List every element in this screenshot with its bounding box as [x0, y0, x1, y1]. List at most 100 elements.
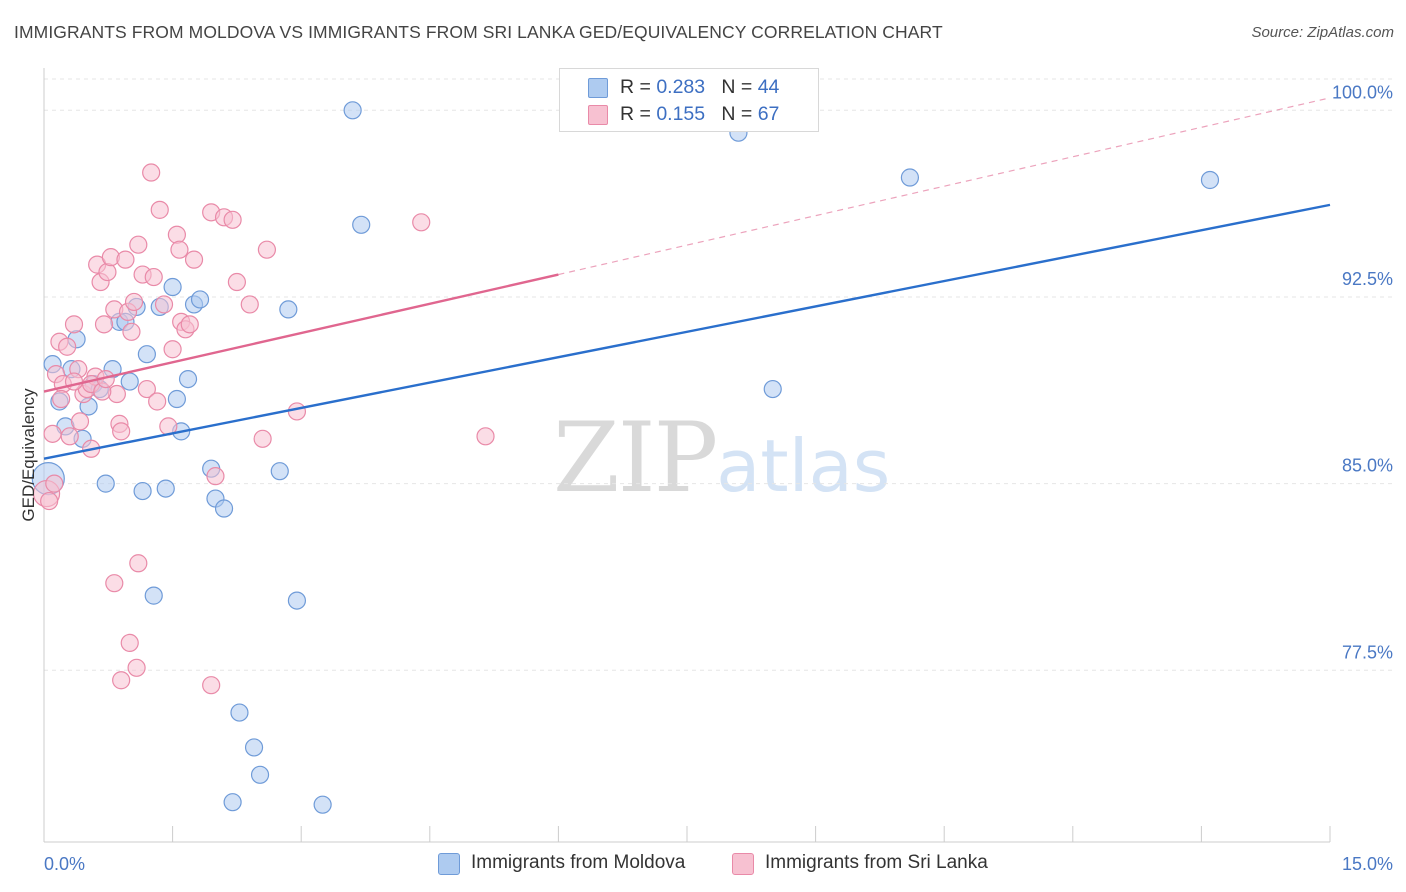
- srilanka-point: [154, 295, 174, 314]
- srilanka-trend-line: [43, 273, 559, 393]
- axis-labels: 77.5% 85.0% 92.5% 100.0% 0.0% 15.0% GED/Equiva…: [19, 82, 1393, 874]
- bottom-legend-swatch-moldova: [438, 853, 460, 875]
- srilanka-point: [112, 671, 131, 690]
- srilanka-point: [64, 372, 84, 391]
- moldova-point: [763, 379, 782, 399]
- srilanka-point: [144, 267, 163, 287]
- srilanka-point: [227, 272, 246, 292]
- moldova-point: [244, 738, 264, 757]
- legend-r-value-srilanka: 0.155: [656, 103, 706, 125]
- watermark-zip: ZIP: [553, 402, 718, 514]
- legend-swatch-moldova: [588, 78, 608, 98]
- moldova-point: [230, 703, 249, 722]
- srilanka-point: [476, 427, 495, 446]
- moldova-point: [900, 168, 920, 187]
- srilanka-point: [180, 315, 199, 334]
- moldova-point: [120, 372, 139, 391]
- srilanka-point: [127, 658, 146, 677]
- srilanka-point: [129, 554, 148, 573]
- data-points: [31, 101, 1220, 814]
- srilanka-point: [94, 315, 114, 334]
- y-tick-label: 92.5%: [1342, 269, 1393, 289]
- srilanka-point: [52, 389, 71, 409]
- srilanka-point: [240, 295, 259, 314]
- grid-lines: [44, 78, 1392, 671]
- y-tick-label: 85.0%: [1342, 456, 1393, 476]
- legend-n-value-srilanka: 67: [757, 103, 780, 125]
- srilanka-point: [45, 474, 64, 493]
- srilanka-point: [122, 322, 141, 341]
- srilanka-point: [257, 240, 277, 259]
- moldova-point: [1200, 170, 1220, 190]
- moldova-point: [313, 795, 332, 814]
- bottom-legend-label-moldova: Immigrants from Moldova: [471, 852, 686, 873]
- moldova-trend-line: [43, 203, 1331, 460]
- srilanka-point: [120, 633, 139, 653]
- x-tick-label: 0.0%: [44, 854, 85, 874]
- srilanka-point: [98, 262, 117, 282]
- srilanka-point: [58, 337, 77, 356]
- srilanka-point: [206, 467, 225, 486]
- srilanka-point: [137, 379, 156, 399]
- chart-title: IMMIGRANTS FROM MOLDOVA VS IMMIGRANTS FR…: [14, 22, 943, 42]
- moldova-point: [343, 101, 362, 120]
- moldova-point: [137, 345, 156, 364]
- trend-lines: [43, 97, 1331, 460]
- moldova-point: [214, 499, 234, 518]
- moldova-point: [250, 765, 270, 784]
- axes: [43, 68, 1331, 843]
- srilanka-point: [116, 250, 135, 269]
- srilanka-point: [253, 429, 272, 448]
- srilanka-point: [184, 250, 204, 269]
- stats-legend: R = 0.283 N = 44 R = 0.155 N = 67: [559, 68, 819, 132]
- srilanka-point: [412, 213, 431, 232]
- moldova-point: [178, 369, 198, 389]
- srilanka-point: [170, 240, 189, 259]
- srilanka-point: [202, 676, 221, 695]
- moldova-point: [133, 481, 152, 501]
- srilanka-point: [163, 340, 182, 359]
- srilanka-point: [223, 210, 242, 229]
- srilanka-point: [150, 200, 169, 219]
- legend-swatch-srilanka: [588, 105, 608, 125]
- moldova-point: [167, 389, 186, 409]
- srilanka-point: [148, 392, 167, 411]
- srilanka-point: [105, 574, 124, 593]
- moldova-point: [223, 793, 242, 812]
- moldova-point: [190, 290, 210, 309]
- legend-n-label: N =: [721, 103, 758, 125]
- srilanka-point: [129, 235, 148, 254]
- bottom-legend-swatch-srilanka: [732, 853, 754, 875]
- bottom-legend-label-srilanka: Immigrants from Sri Lanka: [765, 852, 988, 873]
- moldova-point: [144, 586, 163, 605]
- moldova-point: [270, 462, 289, 481]
- source-label: Source: ZipAtlas.com: [1251, 24, 1394, 41]
- y-tick-label: 77.5%: [1342, 642, 1393, 662]
- srilanka-point: [142, 163, 161, 182]
- moldova-point: [156, 479, 175, 498]
- x-tick-label: 15.0%: [1342, 854, 1393, 874]
- moldova-point: [163, 277, 182, 297]
- moldova-point: [96, 474, 115, 493]
- srilanka-point: [70, 412, 90, 431]
- srilanka-point: [64, 315, 84, 334]
- srilanka-point: [287, 402, 307, 421]
- watermark: ZIPatlas: [553, 402, 890, 514]
- legend-r-value-moldova: 0.283: [656, 76, 706, 98]
- y-axis-label: GED/Equivalency: [19, 388, 38, 522]
- srilanka-point: [167, 225, 186, 244]
- moldova-point: [279, 300, 298, 319]
- legend-r-label: R =: [620, 103, 657, 125]
- srilanka-point: [43, 424, 62, 443]
- srilanka-point: [40, 491, 59, 511]
- srilanka-point: [124, 292, 144, 312]
- legend-r-label: R =: [620, 76, 657, 98]
- moldova-point: [352, 215, 371, 234]
- y-tick-label: 100.0%: [1332, 82, 1393, 102]
- legend-n-label: N =: [721, 76, 758, 98]
- watermark-atlas: atlas: [716, 424, 891, 508]
- legend-n-value-moldova: 44: [757, 76, 780, 98]
- moldova-point: [287, 591, 307, 610]
- srilanka-point: [60, 427, 79, 446]
